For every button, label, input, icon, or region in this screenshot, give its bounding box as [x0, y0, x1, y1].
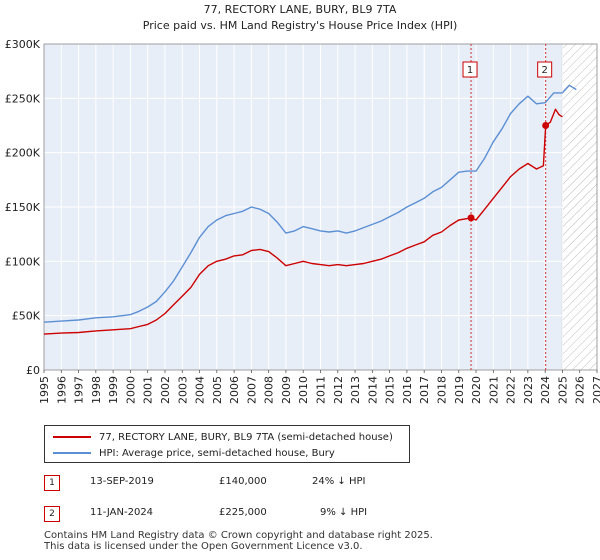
x-tick-label: 2017	[418, 376, 431, 404]
x-tick-label: 2015	[384, 376, 397, 404]
hpi-line	[43, 92, 563, 323]
sale-point	[467, 214, 475, 222]
x-tick-label: 2010	[297, 376, 310, 404]
x-tick-label: 2023	[522, 376, 535, 404]
x-tick-label: 2026	[574, 376, 587, 404]
sale-date: 11-JAN-2024	[90, 507, 154, 518]
x-tick-label: 1998	[90, 376, 103, 404]
x-tick-label: 2011	[315, 376, 328, 404]
legend-label-property: 77, RECTORY LANE, BURY, BL9 7TA (semi-de…	[99, 431, 393, 443]
footer: Contains HM Land Registry data © Crown c…	[44, 530, 564, 552]
x-tick-label: 2012	[332, 376, 345, 404]
y-tick-label: £0	[26, 364, 40, 377]
x-tick-label: 2005	[211, 376, 224, 404]
legend-label-hpi: HPI: Average price, semi-detached house,…	[99, 447, 335, 459]
x-tick-label: 2013	[349, 376, 362, 404]
x-tick-label: 2021	[487, 376, 500, 404]
legend-item-hpi: HPI: Average price, semi-detached house,…	[53, 445, 335, 461]
sale-price: £140,000	[219, 476, 267, 487]
legend-item-property: 77, RECTORY LANE, BURY, BL9 7TA (semi-de…	[53, 429, 393, 445]
sale-label-number: 2	[541, 65, 547, 76]
x-tick-label: 2008	[263, 376, 276, 404]
hpi-forecast-line	[561, 84, 577, 94]
x-tick-label: 2004	[194, 376, 207, 404]
x-tick-label: 2009	[280, 376, 293, 404]
x-tick-label: 2024	[539, 376, 552, 404]
x-tick-label: 2027	[591, 376, 600, 404]
x-tick-label: 2014	[366, 376, 379, 404]
y-tick-label: £100K	[5, 255, 41, 268]
x-tick-label: 2006	[228, 376, 241, 404]
x-tick-label: 2022	[505, 376, 518, 404]
x-tick-label: 2018	[435, 376, 448, 404]
y-tick-label: £250K	[5, 92, 41, 105]
sale-row-1: 1 13-SEP-2019 £140,000 24% ↓ HPI	[44, 475, 544, 491]
y-tick-label: £300K	[5, 38, 41, 51]
legend: 77, RECTORY LANE, BURY, BL9 7TA (semi-de…	[44, 425, 410, 463]
sale-number-badge: 2	[44, 506, 60, 522]
legend-swatch-property	[53, 436, 91, 438]
y-tick-label: £150K	[5, 201, 41, 214]
y-tick-label: £200K	[5, 147, 41, 160]
x-tick-label: 2001	[142, 376, 155, 404]
x-tick-label: 2019	[453, 376, 466, 404]
x-tick-label: 2025	[556, 376, 569, 404]
x-tick-label: 1999	[107, 376, 120, 404]
sale-point	[542, 122, 550, 129]
sale-hpi-diff: 9% ↓ HPI	[320, 507, 368, 518]
property-price-line	[43, 108, 563, 335]
forecast-region	[562, 44, 597, 370]
x-tick-label: 1997	[73, 376, 86, 404]
price-chart: 77, RECTORY LANE, BURY, BL9 7TA Price pa…	[5, 3, 600, 404]
x-tick-label: 2000	[124, 376, 137, 404]
x-tick-label: 2020	[470, 376, 483, 404]
y-tick-label: £50K	[12, 310, 41, 323]
x-tick-label: 2016	[401, 376, 414, 404]
sale-label-box	[537, 61, 553, 78]
x-tick-label: 1995	[38, 376, 51, 404]
chart-subtitle: Price paid vs. HM Land Registry's House …	[143, 19, 458, 32]
x-tick-label: 2002	[159, 376, 172, 404]
sale-date: 13-SEP-2019	[90, 476, 154, 487]
sale-price: £225,000	[219, 507, 267, 518]
x-tick-label: 2007	[245, 376, 258, 404]
x-tick-label: 1996	[55, 376, 68, 404]
footer-licence: This data is licensed under the Open Gov…	[44, 541, 363, 552]
sale-row-2: 2 11-JAN-2024 £225,000 9% ↓ HPI	[44, 506, 544, 522]
sale-label-number: 1	[467, 65, 473, 76]
x-tick-label: 2003	[176, 376, 189, 404]
footer-copyright: Contains HM Land Registry data © Crown c…	[44, 530, 433, 541]
chart-title: 77, RECTORY LANE, BURY, BL9 7TA	[204, 3, 397, 16]
legend-swatch-hpi	[53, 452, 91, 454]
sale-hpi-diff: 24% ↓ HPI	[312, 476, 366, 487]
sale-number-badge: 1	[44, 475, 60, 491]
sale-label-box	[462, 61, 478, 78]
